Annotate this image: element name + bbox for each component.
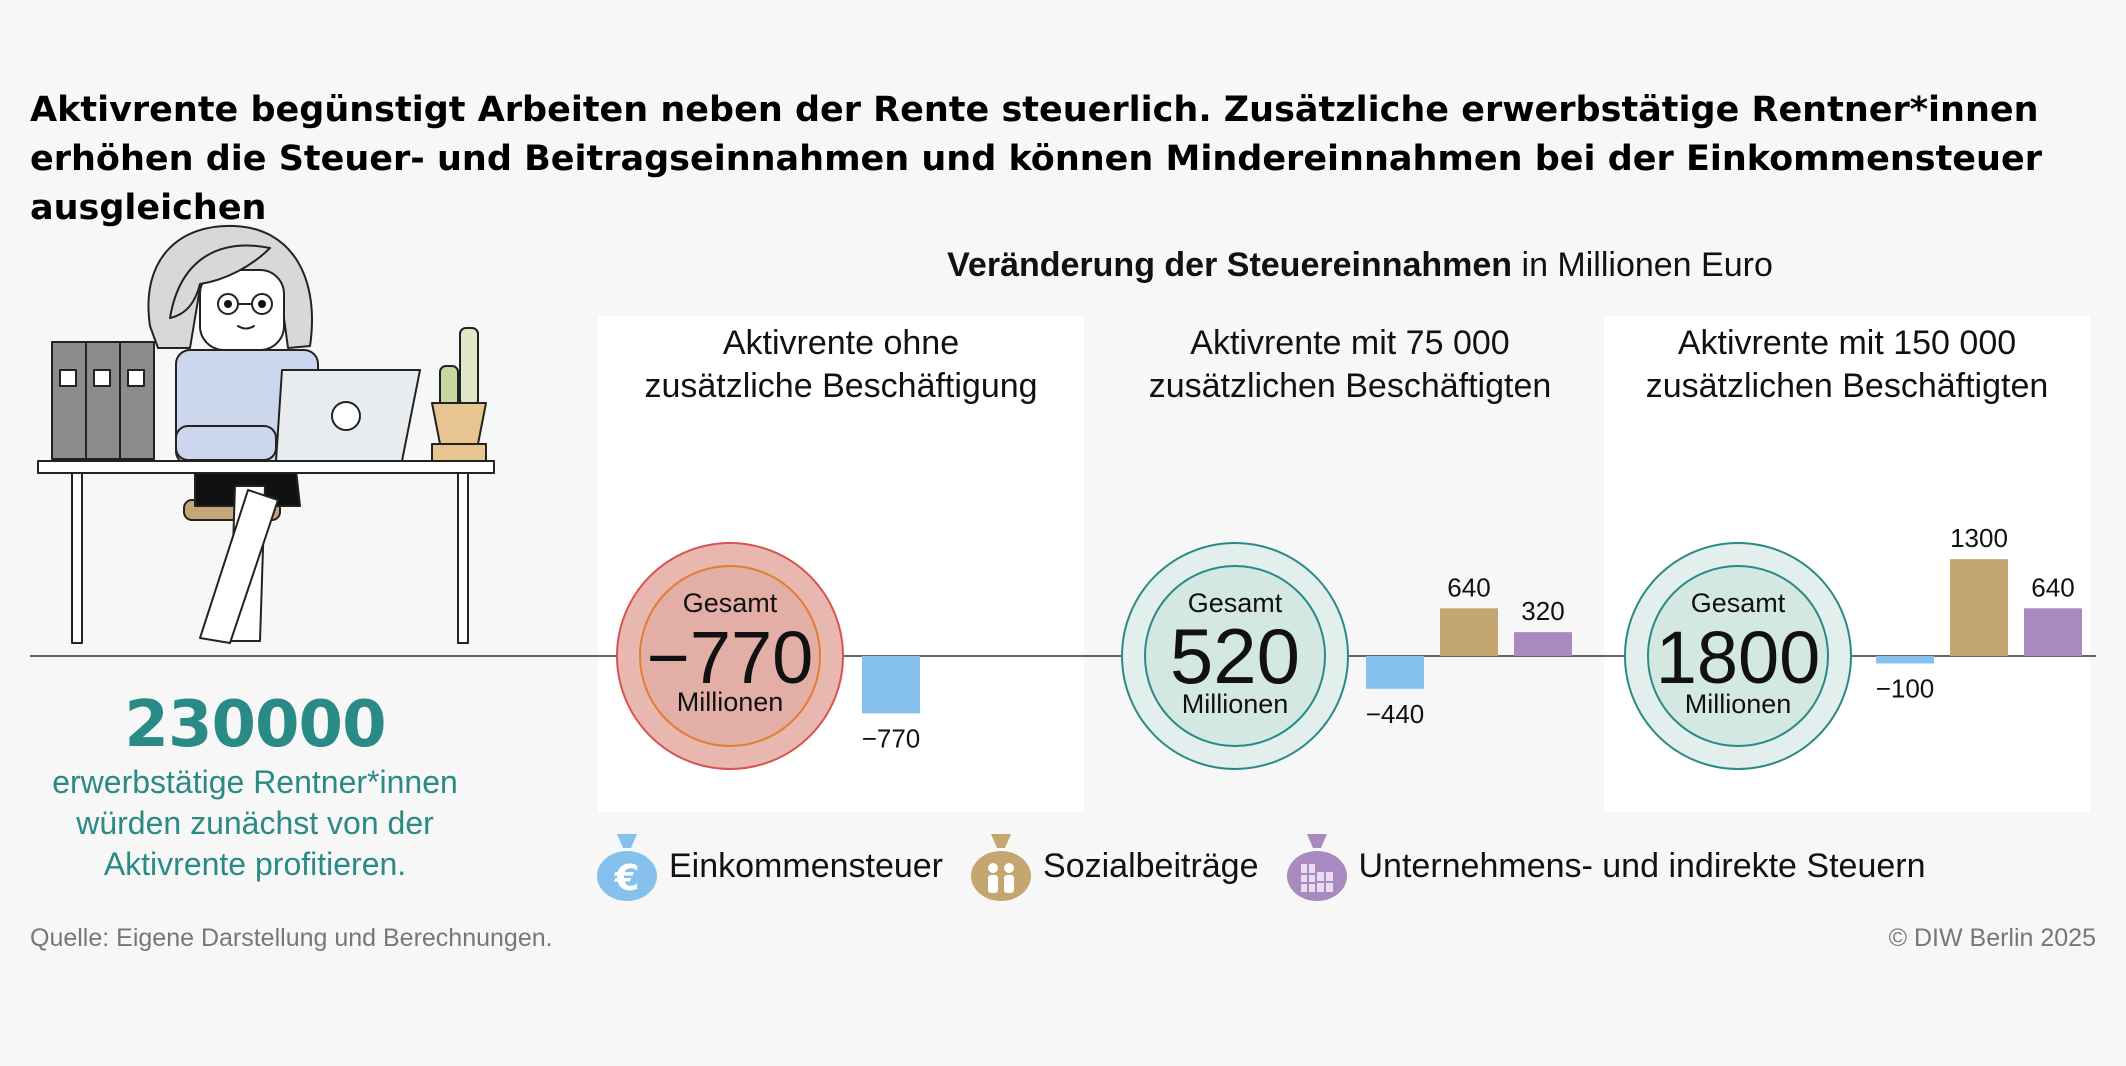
building-money-bag-icon <box>1286 834 1347 901</box>
panel-title-line: Aktivrente mit 150 000 <box>1678 324 2016 362</box>
total-unit: Millionen <box>1182 689 1289 719</box>
legend-label: Sozialbeiträge <box>1043 846 1259 885</box>
bar-value-label: −440 <box>1366 699 1425 729</box>
panel-title-line: Aktivrente mit 75 000 <box>1190 324 1509 362</box>
total-label: Gesamt <box>683 588 778 618</box>
chart-title: Veränderung der Steuereinnahmen in Milli… <box>600 246 2120 285</box>
source-note: Quelle: Eigene Darstellung und Berechnun… <box>30 924 553 952</box>
family-money-bag-icon <box>971 834 1032 901</box>
big-number-description: erwerbstätige Rentner*innen würden zunäc… <box>52 764 458 882</box>
bar <box>1950 559 2008 656</box>
bar <box>1514 632 1572 656</box>
copyright-note: © DIW Berlin 2025 <box>1888 924 2096 952</box>
bar-value-label: −770 <box>862 723 921 753</box>
bar <box>1440 608 1498 656</box>
panel-title-line: zusätzliche Beschäftigung <box>644 367 1037 405</box>
panel-title-line: zusätzlichen Beschäftigten <box>1646 367 2049 405</box>
bar-value-label: −100 <box>1876 673 1935 703</box>
total-circle-inner <box>639 565 821 747</box>
bar-value-label: 640 <box>2031 572 2074 602</box>
euro-money-bag-icon: € <box>597 834 657 901</box>
legend-item-unternehmenssteuern: Unternehmens- und indirekte Steuern <box>1285 830 1926 902</box>
chart-title-bold: Veränderung der Steuereinnahmen <box>947 246 1513 284</box>
bar <box>862 656 920 714</box>
svg-text:€: € <box>613 858 639 899</box>
legend-label: Einkommensteuer <box>669 846 944 885</box>
total-circle-inner <box>1647 565 1829 747</box>
bar <box>1366 656 1424 689</box>
legend-label: Unternehmens- und indirekte Steuern <box>1358 846 1926 885</box>
bar-value-label: 1300 <box>1950 523 2008 553</box>
bar-value-label: 320 <box>1521 596 1564 626</box>
bar <box>1876 656 1934 664</box>
total-value: −770 <box>647 616 814 699</box>
panel-title-line: zusätzlichen Beschäftigten <box>1149 367 1552 405</box>
total-label: Gesamt <box>1691 588 1786 618</box>
chart-title-unit: in Millionen Euro <box>1512 246 1773 284</box>
headline: Aktivrente begünstigt Arbeiten neben der… <box>30 90 2042 228</box>
bar <box>2024 608 2082 656</box>
big-number: 230000 <box>124 688 386 762</box>
panel-title-line: Aktivrente ohne <box>723 324 959 362</box>
total-label: Gesamt <box>1188 588 1283 618</box>
total-value: 1800 <box>1656 616 1821 699</box>
total-circle-inner <box>1144 565 1326 747</box>
total-unit: Millionen <box>1685 689 1792 719</box>
total-unit: Millionen <box>677 687 784 717</box>
bar-value-label: 640 <box>1447 572 1490 602</box>
legend-item-sozialbeitraege: Sozialbeiträge <box>969 830 1259 902</box>
legend-item-einkommensteuer: € Einkommensteuer <box>595 830 943 902</box>
legend: € Einkommensteuer Sozialbeiträge Unterne… <box>595 826 1926 906</box>
total-value: 520 <box>1170 612 1300 700</box>
person-at-desk-illustration <box>37 224 495 644</box>
